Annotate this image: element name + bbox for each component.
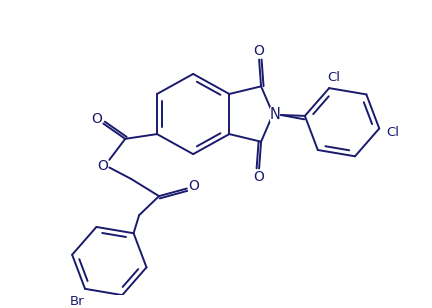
Text: Br: Br [70,295,84,308]
Text: O: O [188,179,199,192]
Text: Cl: Cl [327,71,340,84]
Text: O: O [97,159,108,172]
Text: N: N [270,107,280,122]
Text: Cl: Cl [387,126,400,139]
Text: O: O [91,112,102,126]
Text: O: O [254,170,264,184]
Text: O: O [254,44,264,58]
